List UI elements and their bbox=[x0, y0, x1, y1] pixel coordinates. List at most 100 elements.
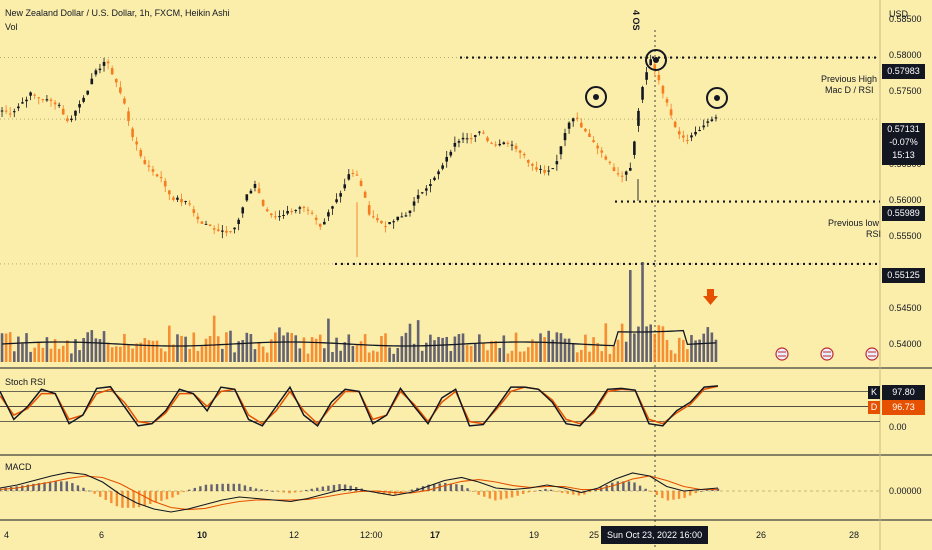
candle-body bbox=[706, 121, 710, 123]
macd-histogram-bar bbox=[650, 491, 653, 492]
macd-histogram-bar bbox=[193, 487, 197, 491]
candle-body bbox=[159, 177, 163, 179]
candle-body bbox=[698, 130, 701, 132]
macd-histogram-bar bbox=[304, 489, 308, 491]
volume-bar bbox=[376, 351, 379, 362]
candle-body bbox=[237, 219, 240, 224]
candle-body bbox=[176, 197, 179, 200]
candle-body bbox=[367, 205, 371, 215]
candle-body bbox=[163, 180, 167, 187]
volume-bar bbox=[70, 353, 73, 362]
macd-histogram-bar bbox=[505, 491, 508, 499]
candle-body bbox=[588, 133, 591, 138]
macd-histogram-bar bbox=[382, 491, 386, 495]
candle-body bbox=[135, 141, 138, 145]
volume-bar bbox=[147, 340, 151, 362]
candle-body bbox=[449, 151, 453, 156]
candle-body bbox=[331, 206, 334, 209]
candle-body bbox=[600, 150, 604, 153]
macd-histogram-bar bbox=[700, 490, 703, 492]
volume-bar bbox=[592, 337, 595, 362]
volume-bar bbox=[351, 345, 355, 362]
price-tick-label: 0.58000 bbox=[889, 50, 922, 61]
volume-bar bbox=[253, 349, 257, 362]
volume-bar bbox=[131, 348, 134, 362]
candle-body bbox=[628, 167, 632, 171]
volume-bar bbox=[392, 353, 395, 362]
volume-bar bbox=[286, 332, 289, 362]
candle-body bbox=[151, 169, 155, 172]
volume-bar bbox=[494, 341, 497, 362]
candle-body bbox=[486, 137, 489, 142]
candle-body bbox=[465, 138, 469, 140]
macd-histogram-bar bbox=[137, 491, 141, 508]
macd-histogram-bar bbox=[154, 491, 158, 503]
chart-title: New Zealand Dollar / U.S. Dollar, 1h, FX… bbox=[5, 8, 230, 18]
volume-bar bbox=[225, 332, 228, 362]
candle-body bbox=[461, 137, 465, 140]
candle-body bbox=[327, 212, 330, 217]
candle-body bbox=[653, 64, 657, 71]
macd-histogram-bar bbox=[521, 491, 525, 495]
macd-histogram-bar bbox=[327, 485, 330, 491]
volume-bar bbox=[237, 341, 240, 362]
volume-bar bbox=[429, 334, 432, 362]
candle-body bbox=[286, 210, 289, 214]
candle-body bbox=[310, 212, 314, 214]
candle-body bbox=[392, 221, 395, 223]
macd-histogram-bar bbox=[121, 491, 124, 508]
macd-histogram-bar bbox=[171, 491, 174, 498]
macd-histogram-bar bbox=[588, 491, 592, 493]
candle-body bbox=[514, 145, 518, 149]
candle-body bbox=[559, 146, 563, 155]
macd-histogram-bar bbox=[605, 485, 608, 491]
volume-bar bbox=[543, 337, 546, 362]
candle-body bbox=[355, 174, 359, 176]
time-tick-label: 25 bbox=[589, 530, 600, 540]
volume-bar bbox=[371, 350, 375, 362]
candle-body bbox=[180, 198, 183, 203]
volume-bar bbox=[221, 348, 224, 362]
candle-body bbox=[4, 110, 8, 112]
volume-bar bbox=[355, 344, 359, 362]
volume-bar bbox=[641, 262, 644, 362]
candle-body bbox=[25, 99, 28, 102]
volume-bar bbox=[580, 349, 583, 362]
volume-bar bbox=[420, 350, 424, 362]
candle-body bbox=[351, 172, 355, 174]
candle-body bbox=[416, 195, 420, 199]
candle-body bbox=[437, 171, 440, 175]
price-change: -0.07% bbox=[889, 137, 918, 147]
macd-histogram-bar bbox=[65, 481, 68, 491]
macd-histogram-bar bbox=[471, 491, 475, 492]
candle-body bbox=[66, 118, 69, 122]
macd-histogram-bar bbox=[316, 487, 319, 491]
macd-histogram-bar bbox=[87, 490, 91, 492]
candle-body bbox=[70, 118, 73, 121]
target-circle-dot bbox=[714, 95, 720, 101]
macd-histogram-bar bbox=[449, 483, 453, 491]
candle-body bbox=[12, 111, 16, 113]
volume-bar bbox=[249, 334, 253, 362]
candle-body bbox=[531, 163, 534, 166]
volume-bar bbox=[498, 348, 502, 362]
candle-body bbox=[547, 170, 550, 172]
stoch-k-letter: K bbox=[868, 386, 880, 399]
volume-bar bbox=[282, 335, 285, 362]
volume-bar bbox=[49, 348, 53, 362]
candle-body bbox=[396, 216, 400, 221]
candle-body bbox=[196, 216, 200, 220]
volume-bar bbox=[694, 340, 697, 362]
volume-bar bbox=[486, 350, 489, 362]
volume-bar bbox=[314, 338, 318, 362]
volume-bar bbox=[380, 335, 383, 362]
volume-bar bbox=[278, 327, 281, 362]
macd-histogram-bar bbox=[271, 490, 274, 492]
volume-bar bbox=[616, 339, 620, 362]
macd-histogram-bar bbox=[594, 489, 597, 491]
volume-bar bbox=[473, 342, 477, 362]
candle-body bbox=[314, 217, 318, 220]
macd-histogram-bar bbox=[432, 484, 436, 491]
candle-body bbox=[384, 226, 387, 228]
volume-bar bbox=[518, 351, 522, 362]
